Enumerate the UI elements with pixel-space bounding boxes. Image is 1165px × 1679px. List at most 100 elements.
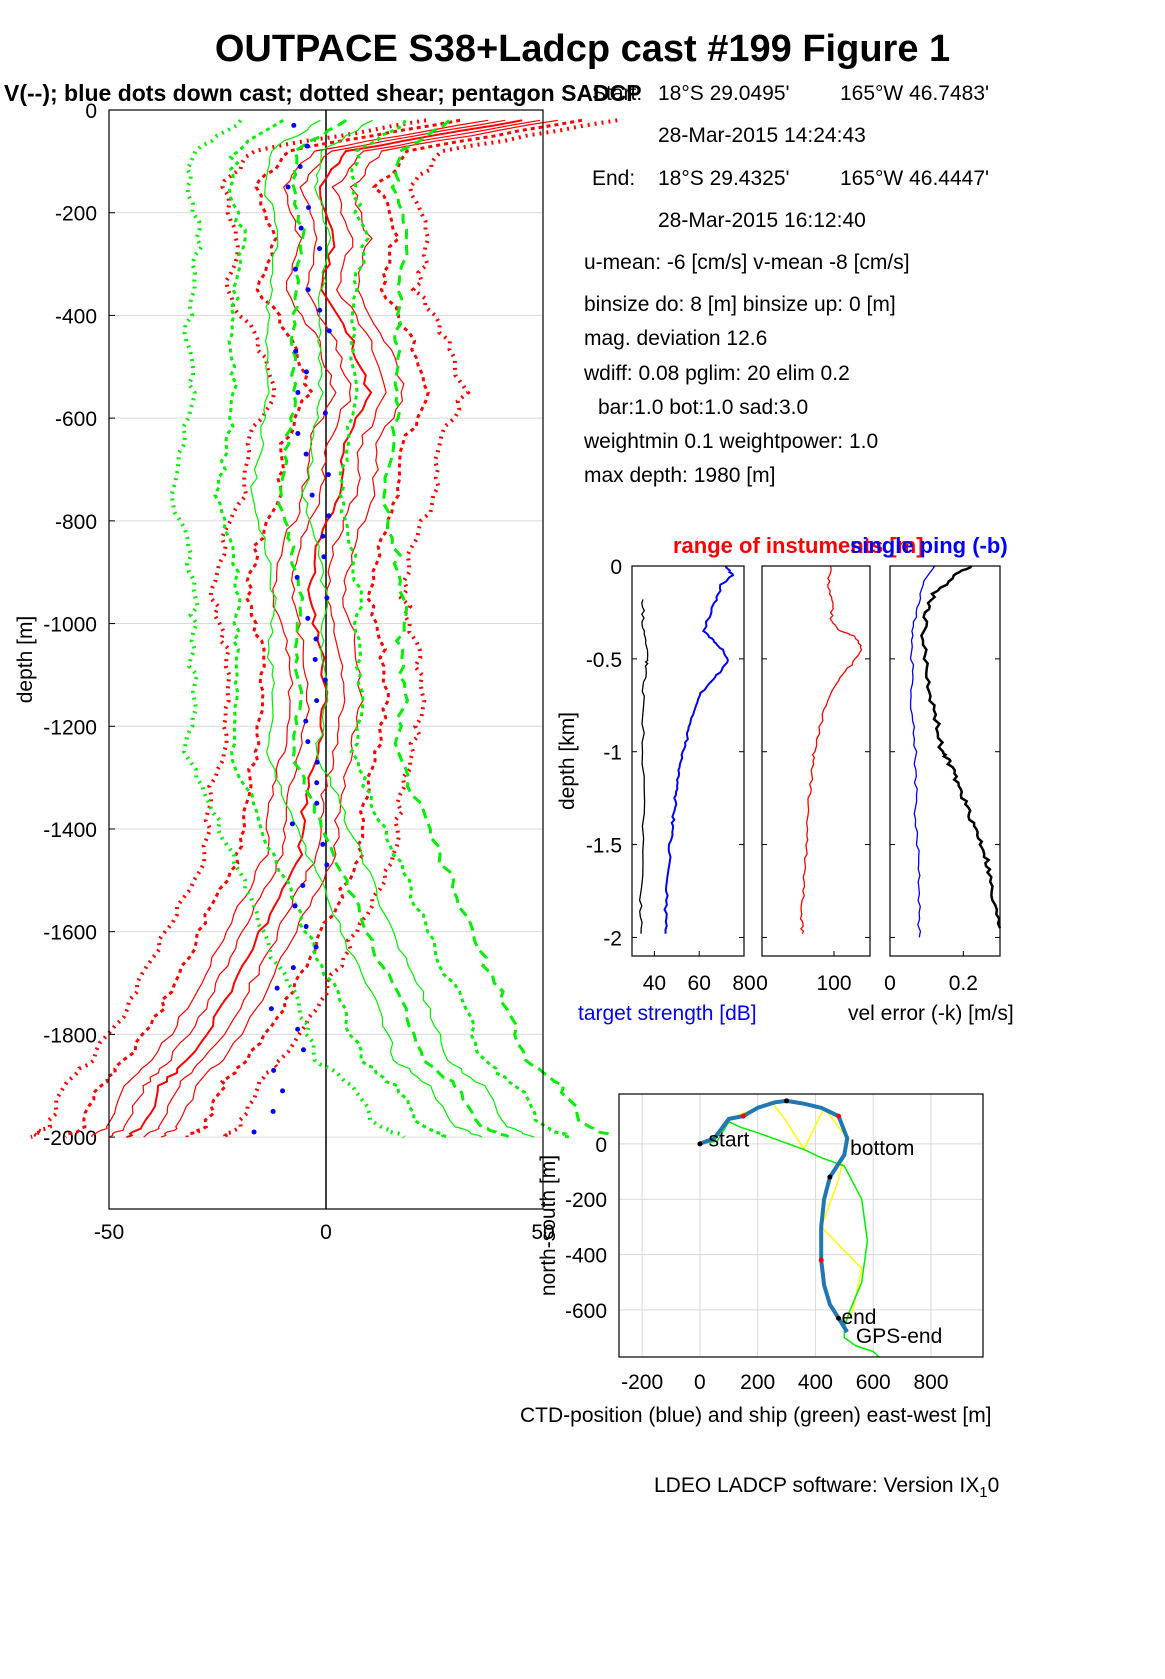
down-cast-dot [305,615,311,621]
down-cast-dot [304,143,310,149]
velocity-ytick-label: -2000 [43,1127,97,1150]
v-velocity-line [300,119,535,1138]
track-annotation: start [709,1129,750,1152]
track-xtick-label: 600 [856,1371,891,1394]
down-cast-dot [305,739,311,745]
target-strength-xtick-label: 60 [688,972,711,995]
down-cast-dot [326,513,332,519]
velocity-ytick-label: -1600 [43,922,97,945]
track-xtick-label: 200 [740,1371,775,1394]
start-latitude: 18°S 29.0495' [658,82,790,105]
down-cast-dot [271,1067,277,1073]
track-ytick-label: -200 [565,1189,607,1212]
vel-error-black-line [920,565,1002,929]
down-cast-dot [305,287,311,293]
figure-title: OUTPACE S38+Ladcp cast #199 Figure 1 [214,28,951,70]
instrument-range-background [762,566,870,956]
ship-track-line [699,1120,880,1358]
down-cast-dot [292,903,298,909]
down-cast-dot [301,1047,307,1053]
target-strength-ytick-label: -0.5 [586,649,622,672]
down-cast-dot [303,924,309,930]
track-marker [697,1141,703,1147]
single-ping-title: single ping (-b) [850,533,1008,558]
velocity-ytick-label: -1200 [43,716,97,739]
down-cast-dot [314,759,320,765]
u-shear-dotted-line [27,118,427,1140]
vel-error-blue-line [909,565,936,938]
u-shear-dotted-line [220,118,618,1139]
down-cast-dot [313,636,319,642]
u-velocity-line [108,119,506,1138]
diagnostics-ylabel: depth [km] [556,712,579,810]
u-shear-dotted-line [64,118,461,1139]
start-time: 28-Mar-2015 14:24:43 [658,124,866,147]
end-time: 28-Mar-2015 16:12:40 [658,209,866,232]
track-frame [618,1093,984,1358]
wdiff-info: wdiff: 0.08 pglim: 20 elim 0.2 [584,362,850,385]
u-shear-dotted-line [185,118,583,1138]
velocity-ytick-label: -200 [55,203,97,226]
target-strength-ytick-label: -1 [603,742,622,765]
track-ytick-label: 0 [595,1134,607,1157]
target-strength-ytick-label: -2 [603,927,622,950]
track-xlabel: CTD-position (blue) and ship (green) eas… [520,1404,992,1427]
start-label: Start: [592,82,643,105]
track-background [619,1094,983,1357]
down-cast-dot [317,246,323,252]
track-xtick-label: -200 [621,1371,663,1394]
track-xtick-label: 0 [694,1371,706,1394]
track-marker [784,1098,790,1104]
down-cast-dot [322,677,328,683]
instrument-range-frame [761,565,871,957]
track-ylabel: north-south [m] [537,1155,560,1296]
down-cast-dot [280,1088,286,1094]
range-panel-title: range of instuments [m] [673,533,924,558]
down-cast-dot [313,944,319,950]
velocity-ytick-label: 0 [85,100,97,123]
bar-info: bar:1.0 bot:1.0 sad:3.0 [598,396,809,419]
track-marker [818,1257,824,1263]
target-strength-background [632,566,744,956]
software-version: LDEO LADCP software: Version IX10 [654,1474,1000,1502]
v-velocity-line [276,119,510,1139]
down-cast-dot [268,1006,274,1012]
track-marker [836,1315,842,1321]
down-cast-dot [321,554,327,560]
track-ytick-label: -600 [565,1300,607,1323]
vel-error-frame [889,565,1001,957]
down-cast-dot [295,389,301,395]
down-cast-dot [314,780,320,786]
down-cast-dot [295,1026,301,1032]
velocity-plot-frame [108,109,544,1210]
down-cast-dot [306,205,312,211]
down-cast-dot [251,1129,257,1135]
down-cast-dot [290,965,296,971]
down-cast-dot [297,163,303,169]
weight-info: weightmin 0.1 weightpower: 1.0 [584,430,879,453]
binsize-info: binsize do: 8 [m] binsize up: 0 [m] [584,293,896,316]
u-velocity-line [143,119,541,1138]
down-cast-dot [295,431,301,437]
down-cast-dot [303,451,309,457]
down-cast-dot [300,882,306,888]
track-annotation: GPS-end [856,1325,942,1348]
end-latitude: 18°S 29.4325' [658,167,790,190]
down-cast-dot [285,184,291,190]
down-cast-dot [320,841,326,847]
v-shear-dotted-line [381,119,614,1139]
target-strength-xtick-label: 40 [643,972,666,995]
v-shear-dotted-line [338,119,570,1139]
target-strength-ytick-label: 0 [610,556,622,579]
down-cast-dot [326,328,332,334]
target-strength-frame [631,565,745,957]
track-annotation: end [841,1306,876,1329]
target-strength-label: target strength [dB] [578,1002,757,1025]
vel-error-xtick-label: 0 [884,972,896,995]
down-cast-dot [274,985,280,991]
track-annotation: bottom [850,1137,914,1160]
down-cast-dot [314,698,320,704]
velocity-ytick-label: -1400 [43,819,97,842]
end-label: End: [592,167,636,190]
